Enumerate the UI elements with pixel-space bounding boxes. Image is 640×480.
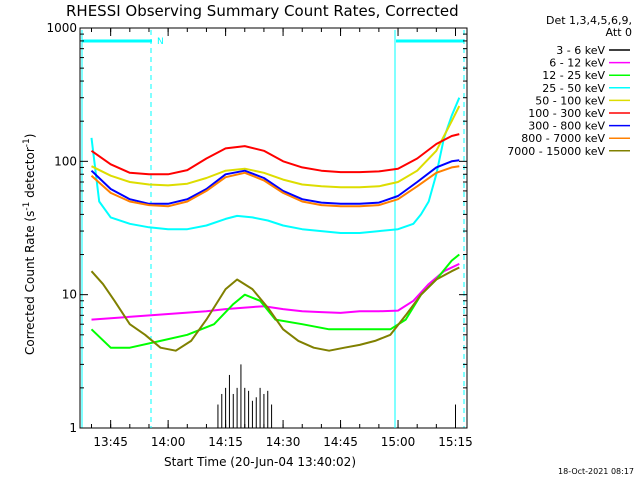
series-line-2 [91, 262, 460, 321]
series-line-8 [90, 165, 460, 208]
y-label-sup2: -1 [22, 138, 32, 147]
y-label-part2: detector [23, 147, 37, 202]
x-tick-label: 15:15 [438, 435, 473, 449]
series-line-5 [91, 105, 461, 189]
x-tick-label: 14:15 [208, 435, 243, 449]
series-3-6-kev [217, 364, 457, 428]
y-label-sup1: -1 [22, 202, 32, 211]
y-axis-ticks: 1 10 100 1000 [46, 21, 467, 435]
y-tick-label: 1000 [46, 21, 77, 35]
n-marker-label: N [157, 37, 164, 47]
legend-label: 100 - 300 keV [528, 107, 605, 120]
x-axis-ticks: 13:45 14:00 14:15 14:30 14:45 15:00 15:15 [90, 28, 473, 449]
series-line-7 [90, 159, 460, 205]
legend-label: 800 - 7000 keV [521, 132, 605, 145]
series-line-3 [90, 253, 460, 349]
x-tick-label: 15:00 [381, 435, 416, 449]
plot-frame [79, 27, 468, 429]
y-label-part3: ) [23, 134, 37, 139]
legend-label: 3 - 6 keV [556, 44, 605, 57]
series-group [90, 97, 461, 428]
legend-label: 7000 - 15000 keV [507, 145, 605, 158]
y-tick-label: 10 [62, 288, 77, 302]
legend-label: 12 - 25 keV [542, 69, 605, 82]
legend-label: 6 - 12 keV [549, 57, 605, 70]
generation-timestamp: 18-Oct-2021 08:17 [558, 467, 634, 476]
legend-label: 300 - 800 keV [528, 120, 605, 133]
series-line-4 [90, 97, 461, 234]
series-line-6 [90, 133, 460, 176]
legend-header: Det 1,3,4,5,6,9, [546, 14, 632, 27]
y-tick-label: 100 [54, 154, 77, 168]
x-axis-label: Start Time (20-Jun-04 13:40:02) [164, 455, 356, 469]
x-tick-label: 14:45 [323, 435, 358, 449]
legend-header: Att 0 [606, 26, 632, 39]
chart-title: RHESSI Observing Summary Count Rates, Co… [66, 2, 459, 20]
y-axis-label: Corrected Count Rate (s-1 detector-1) [22, 134, 37, 355]
legend-label: 25 - 50 keV [542, 82, 605, 95]
x-tick-label: 14:00 [151, 435, 186, 449]
x-tick-label: 13:45 [93, 435, 128, 449]
y-tick-label: 1 [69, 421, 77, 435]
series-line-9 [90, 266, 460, 352]
legend-label: 50 - 100 keV [535, 94, 605, 107]
y-label-part1: Corrected Count Rate (s [23, 211, 37, 355]
attenuator-markers: N [81, 30, 465, 428]
x-tick-label: 14:30 [266, 435, 301, 449]
